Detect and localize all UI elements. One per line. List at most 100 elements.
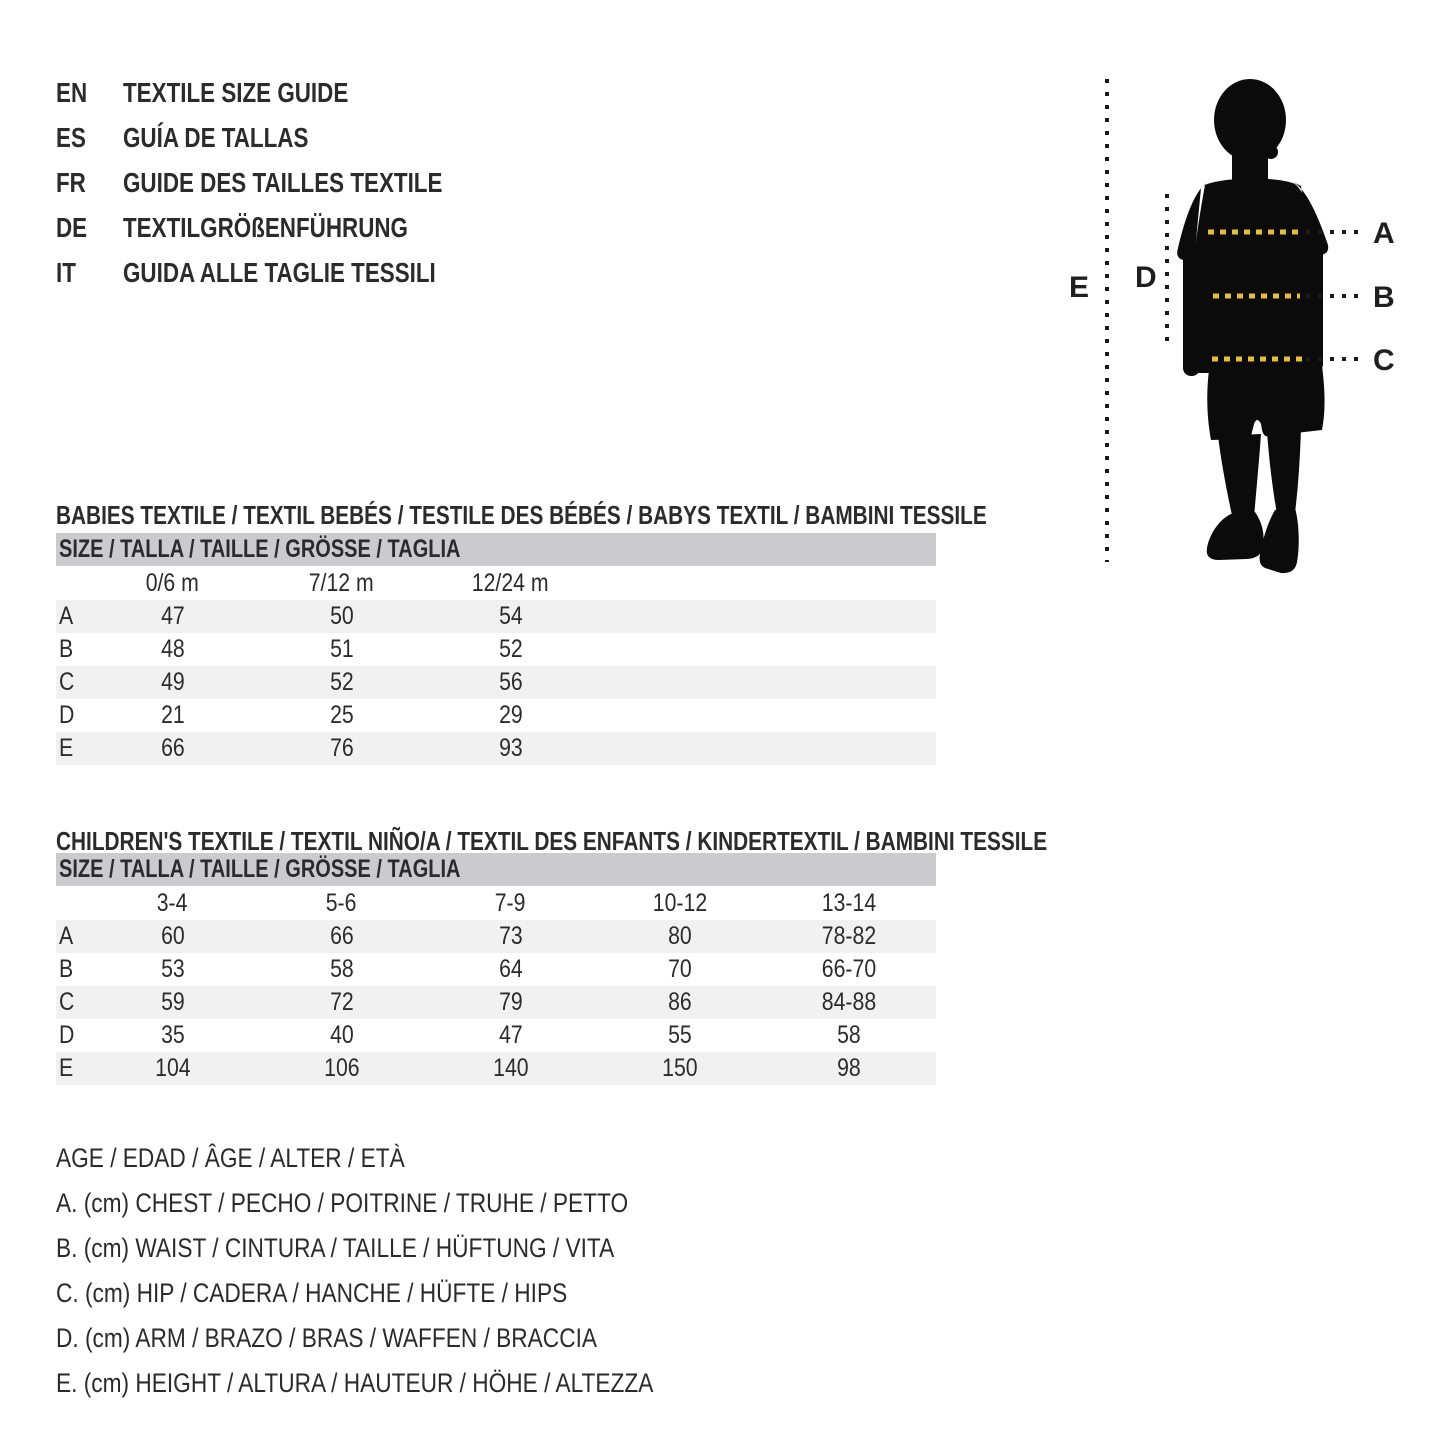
language-row-de: DE TEXTILGRÖßENFÜHRUNG (56, 205, 522, 250)
row-label: B (59, 635, 74, 663)
column-header: 5-6 (326, 888, 357, 917)
table-cell: 55 (667, 1021, 692, 1049)
table-cell: 51 (329, 635, 354, 663)
table-cell: 86 (667, 988, 692, 1016)
table-cell: 59 (160, 988, 185, 1016)
column-header: 12/24 m (472, 568, 549, 597)
table-cell: 35 (160, 1021, 185, 1049)
measurement-legend: AGE / EDAD / ÂGE / ALTER / ETÀ A. (cm) C… (56, 1136, 767, 1406)
table-cell: 40 (329, 1021, 354, 1049)
table-cell: 52 (498, 635, 523, 663)
legend-waist: B. (cm) WAIST / CINTURA / TAILLE / HÜFTU… (56, 1233, 615, 1263)
table-cell: 73 (498, 922, 523, 950)
table-cell: 150 (661, 1054, 698, 1082)
row-label: E (59, 734, 74, 762)
column-header: 13-14 (821, 888, 876, 917)
table-cell: 80 (667, 922, 692, 950)
table-cell: 53 (160, 955, 185, 983)
table-cell: 140 (492, 1054, 529, 1082)
language-row-fr: FR GUIDE DES TAILLES TEXTILE (56, 160, 522, 205)
row-label: E (59, 1054, 74, 1082)
guide-title-fr: GUIDE DES TAILLES TEXTILE (123, 166, 443, 198)
table-row: D 21 25 29 (56, 699, 936, 732)
row-label: C (59, 668, 75, 696)
legend-age: AGE / EDAD / ÂGE / ALTER / ETÀ (56, 1143, 405, 1173)
table-row: D 35 40 47 55 58 (56, 1019, 936, 1052)
table-row: E 104 106 140 150 98 (56, 1052, 936, 1085)
language-code: FR (56, 166, 86, 198)
table-cell: 66 (329, 922, 354, 950)
child-silhouette-icon (1177, 79, 1329, 574)
row-label: D (59, 701, 75, 729)
table-row: C 49 52 56 (56, 666, 936, 699)
measurement-figure: A B C D E (1055, 68, 1405, 593)
guide-title-it: GUIDA ALLE TAGLIE TESSILI (123, 256, 436, 288)
table-cell: 47 (160, 602, 185, 630)
table-row: B 48 51 52 (56, 633, 936, 666)
table-cell: 21 (160, 701, 185, 729)
measure-label-height: E (1069, 271, 1089, 304)
language-code: IT (56, 256, 76, 288)
column-header: 10-12 (652, 888, 707, 917)
table-cell: 98 (836, 1054, 861, 1082)
table-row: C 59 72 79 86 84-88 (56, 986, 936, 1019)
column-header: 7-9 (495, 888, 526, 917)
measure-label-chest: A (1373, 217, 1395, 250)
table-cell: 25 (329, 701, 354, 729)
table-cell: 52 (329, 668, 354, 696)
table-cell: 29 (498, 701, 523, 729)
table-row: E 66 76 93 (56, 732, 936, 765)
row-label: A (59, 922, 74, 950)
language-code: ES (56, 121, 86, 153)
table-cell: 104 (154, 1054, 191, 1082)
language-code: DE (56, 211, 88, 243)
language-row-it: IT GUIDA ALLE TAGLIE TESSILI (56, 250, 522, 295)
measure-label-waist: B (1373, 281, 1395, 314)
table-cell: 47 (498, 1021, 523, 1049)
table-cell: 64 (498, 955, 523, 983)
language-row-en: EN TEXTILE SIZE GUIDE (56, 70, 522, 115)
table-cell: 48 (160, 635, 185, 663)
table-row: A 60 66 73 80 78-82 (56, 920, 936, 953)
language-title-list: EN TEXTILE SIZE GUIDE ES GUÍA DE TALLAS … (56, 70, 522, 295)
table-row: A 47 50 54 (56, 600, 936, 633)
table-cell: 66 (160, 734, 185, 762)
column-header: 7/12 m (309, 568, 374, 597)
legend-arm: D. (cm) ARM / BRAZO / BRAS / WAFFEN / BR… (56, 1323, 597, 1353)
babies-size-table: SIZE / TALLA / TAILLE / GRÖSSE / TAGLIA … (56, 533, 936, 765)
size-header-bar: SIZE / TALLA / TAILLE / GRÖSSE / TAGLIA (56, 853, 936, 886)
table-cell: 78-82 (821, 922, 876, 950)
row-label: A (59, 602, 74, 630)
table-cell: 49 (160, 668, 185, 696)
guide-title-en: TEXTILE SIZE GUIDE (123, 76, 349, 108)
language-code: EN (56, 76, 88, 108)
table-cell: 66-70 (821, 955, 876, 983)
children-section-title: CHILDREN'S TEXTILE / TEXTIL NIÑO/A / TEX… (56, 825, 1048, 856)
row-label: D (59, 1021, 75, 1049)
measure-label-hip: C (1373, 344, 1395, 377)
legend-height: E. (cm) HEIGHT / ALTURA / HAUTEUR / HÖHE… (56, 1368, 654, 1398)
table-cell: 58 (836, 1021, 861, 1049)
children-size-table: SIZE / TALLA / TAILLE / GRÖSSE / TAGLIA … (56, 853, 936, 1085)
legend-chest: A. (cm) CHEST / PECHO / POITRINE / TRUHE… (56, 1188, 629, 1218)
column-header: 3-4 (157, 888, 188, 917)
table-cell: 54 (498, 602, 523, 630)
guide-title-de: TEXTILGRÖßENFÜHRUNG (123, 211, 408, 243)
table-cell: 56 (498, 668, 523, 696)
table-cell: 70 (667, 955, 692, 983)
table-cell: 84-88 (821, 988, 876, 1016)
table-cell: 58 (329, 955, 354, 983)
table-row: B 53 58 64 70 66-70 (56, 953, 936, 986)
table-cell: 50 (329, 602, 354, 630)
table-cell: 60 (160, 922, 185, 950)
size-header-bar: SIZE / TALLA / TAILLE / GRÖSSE / TAGLIA (56, 533, 936, 566)
row-label: C (59, 988, 75, 1016)
guide-title-es: GUÍA DE TALLAS (123, 121, 309, 153)
table-cell: 76 (329, 734, 354, 762)
children-column-headers: 3-4 5-6 7-9 10-12 13-14 (56, 886, 936, 920)
language-row-es: ES GUÍA DE TALLAS (56, 115, 522, 160)
table-cell: 93 (498, 734, 523, 762)
measure-label-arm: D (1135, 261, 1157, 294)
table-cell: 79 (498, 988, 523, 1016)
